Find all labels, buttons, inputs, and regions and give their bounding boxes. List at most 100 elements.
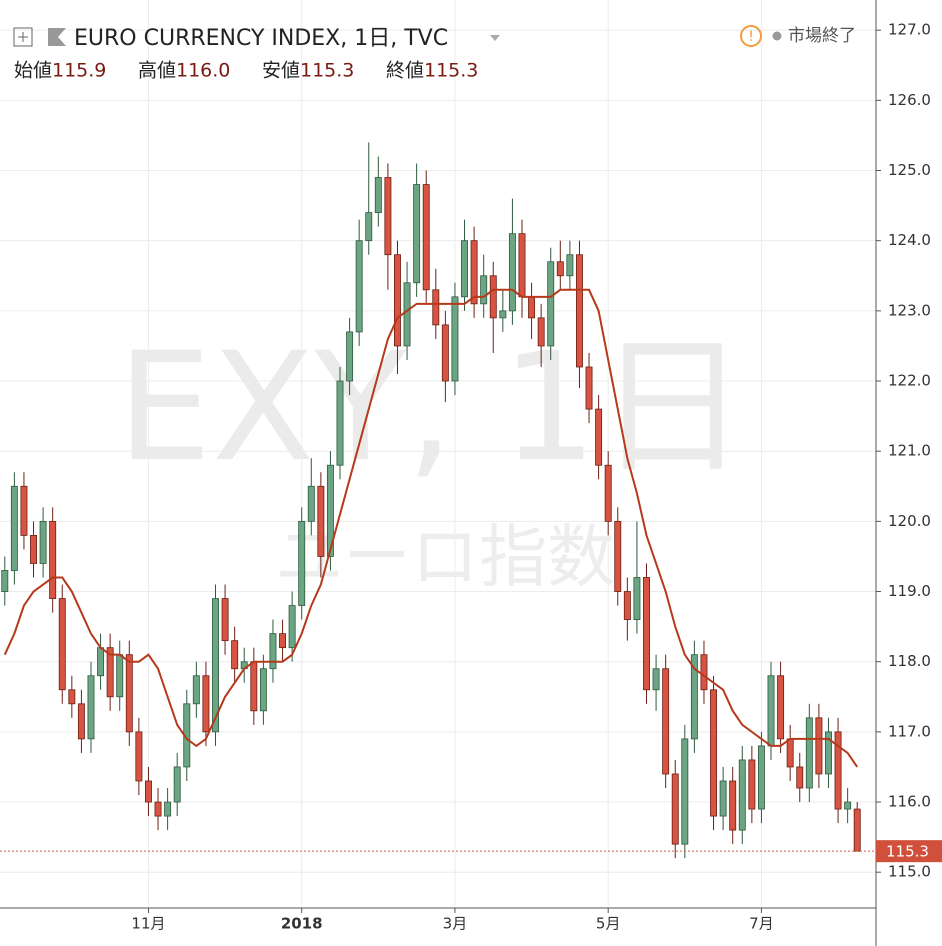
candle-body [1,570,9,592]
candle-body [461,240,468,298]
candle-body [164,801,172,817]
y-tick-label: 127.0 [888,21,931,39]
close-label: 終値 [386,60,424,82]
candle-body [700,654,708,691]
candle-body [585,366,593,410]
candle-body [49,520,57,599]
candle-body [767,675,775,747]
y-tick-label: 123.0 [888,301,931,319]
warning-icon[interactable] [740,25,762,47]
y-tick-label: 120.0 [888,512,931,530]
grid [0,0,876,908]
candle-body [365,212,373,242]
y-tick-label: 117.0 [888,722,931,740]
candle-body [39,520,47,564]
candle-body [547,261,555,347]
candle-body [853,808,861,852]
candle-body [528,296,536,319]
candle-body [470,240,478,305]
candle-body [671,773,679,845]
candle-body [116,654,124,698]
flag-icon[interactable] [48,28,66,46]
candle-body [326,464,334,557]
candle-body [441,324,449,382]
candle-body [403,282,411,347]
candle-body [623,591,631,621]
plot [0,142,876,859]
add-icon[interactable] [13,27,33,47]
chart-title: EURO CURRENCY INDEX, 1日, TVC [74,26,448,51]
y-tick-label: 119.0 [888,582,931,600]
candle-body [231,640,239,670]
candle-body [422,184,430,291]
candle-body [815,717,823,775]
y-tick-label: 118.0 [888,652,931,670]
y-tick-label: 116.0 [888,793,931,811]
candle-body [298,520,306,606]
candle-body [834,731,842,810]
candle-body [374,177,382,214]
candle-body [729,780,737,831]
candle-body [681,738,689,845]
dropdown-icon[interactable] [490,35,500,41]
status-dot [772,31,782,41]
candle-body [346,331,354,382]
candle-body [58,598,66,691]
candle-body [432,289,440,326]
y-tick-label: 124.0 [888,231,931,249]
axis-labels: 115.0 116.0 117.0 118.0 119.0 120.0 121.0 122.0… [131,21,942,933]
y-tick-label: 122.0 [888,372,931,390]
candle-body [68,689,76,705]
y-tick-label: 126.0 [888,91,931,109]
y-tick-label: 115.0 [888,863,931,881]
candle-body [652,668,660,691]
market-status: 市場終了 [788,26,856,46]
candle-body [144,780,152,803]
candle-body [317,485,325,557]
candle-body [805,717,813,789]
candle-body [384,177,392,256]
candle-body [595,408,603,466]
candle-body [336,380,344,466]
candle-body [757,745,765,810]
x-tick-label: 5月 [596,915,621,933]
watermark-name: ユーロ指数 [275,519,615,598]
candle-body [154,801,162,817]
candle-body [221,598,229,642]
candle-body [106,647,114,698]
candle-body [173,766,181,803]
candle-body [269,633,277,670]
candle-body [307,485,315,522]
warning-icon: ! [748,29,754,45]
candle-body [566,254,574,277]
candle-body [643,577,650,691]
candle-body [633,577,641,621]
candle-body [202,675,210,733]
candle-body [796,766,804,789]
candle-body [394,254,401,347]
last-price-box [876,840,942,863]
candle-body [97,647,105,677]
candle-body [604,464,612,522]
candle-body [499,310,507,319]
candle-body [77,703,85,740]
x-tick-label: 11月 [131,915,165,933]
candle-body [288,605,296,649]
candle-body [556,261,564,277]
candle-body [710,689,718,817]
candle-body [575,254,583,368]
candle-body [518,233,526,298]
candle-body [125,654,133,733]
low-value: 115.3 [300,60,354,82]
candle-body [786,738,794,768]
candle-body [748,759,756,810]
candle-body [825,731,832,775]
candle-body [480,275,488,305]
close-value: 115.3 [424,60,478,82]
candle-body [451,296,459,382]
candle-body [719,780,727,817]
candle-body [355,240,363,333]
candle-body [250,661,258,712]
